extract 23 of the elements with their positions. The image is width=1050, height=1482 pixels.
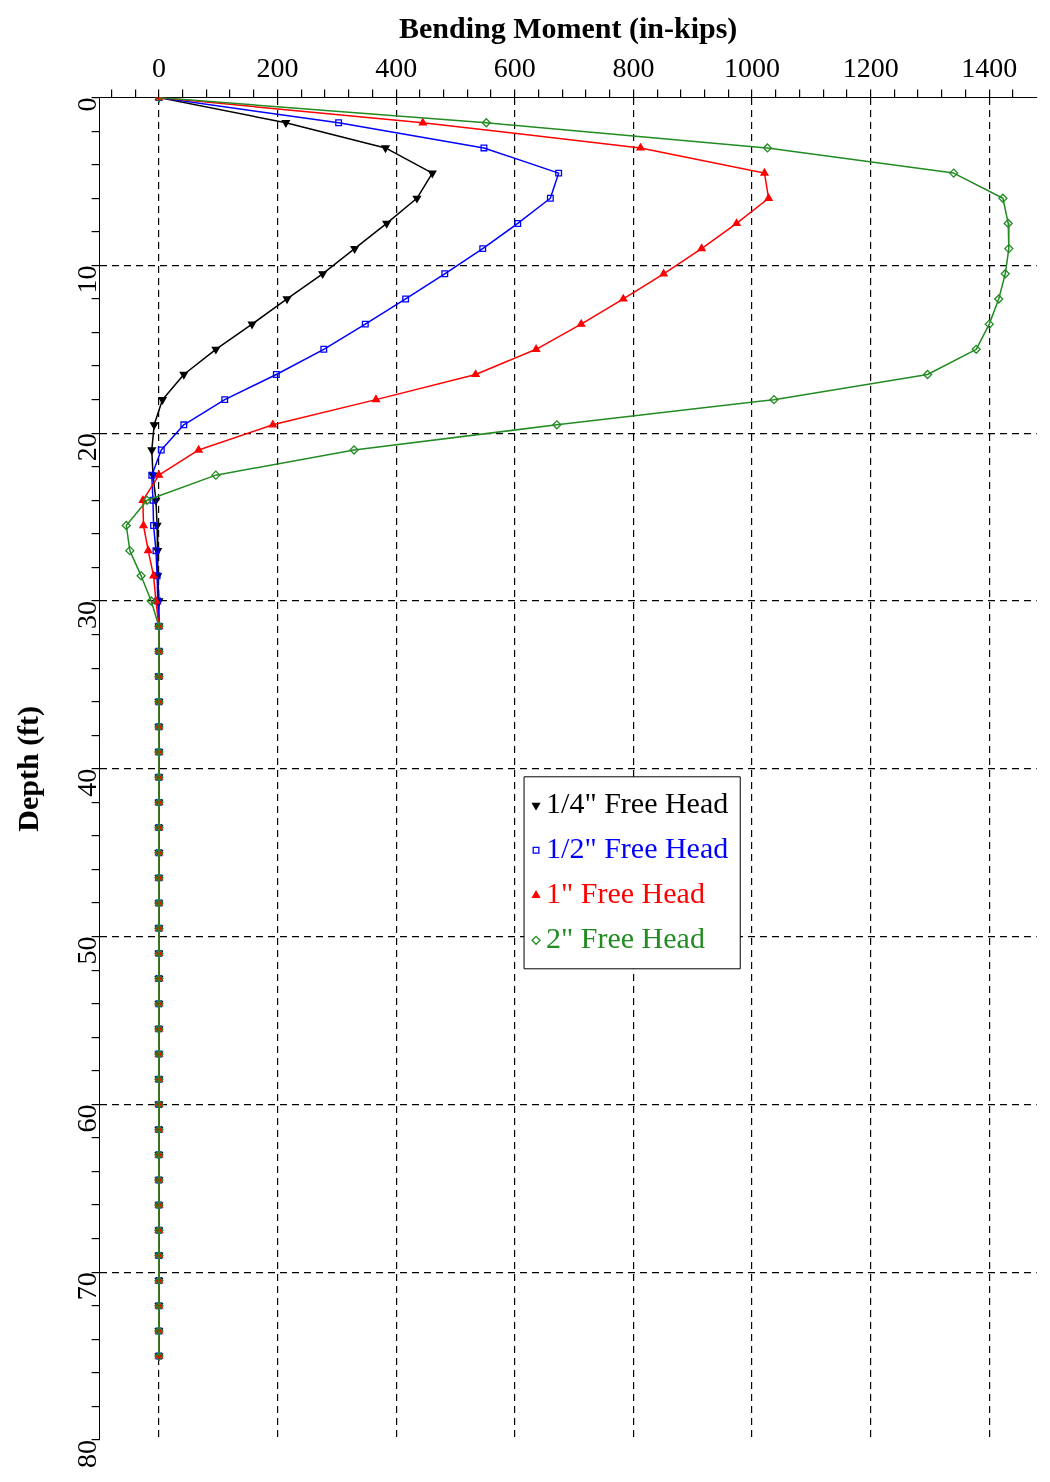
x-tick-label: 600 — [493, 52, 536, 84]
legend-label: 1/4" Free Head — [546, 786, 729, 820]
y-tick-label: 60 — [70, 1104, 102, 1133]
x-tick-label: 1000 — [724, 52, 781, 84]
x-tick-label: 200 — [256, 52, 299, 84]
y-tick-label: 30 — [70, 601, 102, 629]
y-tick-label: 40 — [70, 768, 102, 797]
y-tick-label: 10 — [70, 265, 102, 294]
y-tick-label: 80 — [70, 1440, 102, 1468]
x-tick-label: 0 — [151, 52, 166, 84]
y-tick-label: 50 — [70, 936, 102, 965]
y-tick-label: 20 — [70, 433, 102, 462]
x-tick-label: 400 — [375, 52, 418, 84]
x-tick-label: 1400 — [961, 52, 1018, 84]
legend-label: 1/2" Free Head — [546, 831, 729, 865]
y-axis-title: Depth (ft) — [10, 705, 45, 832]
x-tick-label: 1200 — [842, 52, 899, 84]
y-tick-label: 0 — [70, 97, 102, 112]
legend-label: 1" Free Head — [546, 876, 705, 910]
legend-label: 2" Free Head — [546, 921, 705, 955]
x-axis-title: Bending Moment (in-kips) — [398, 10, 738, 45]
y-tick-label: 70 — [70, 1272, 102, 1301]
x-tick-label: 800 — [612, 52, 655, 84]
